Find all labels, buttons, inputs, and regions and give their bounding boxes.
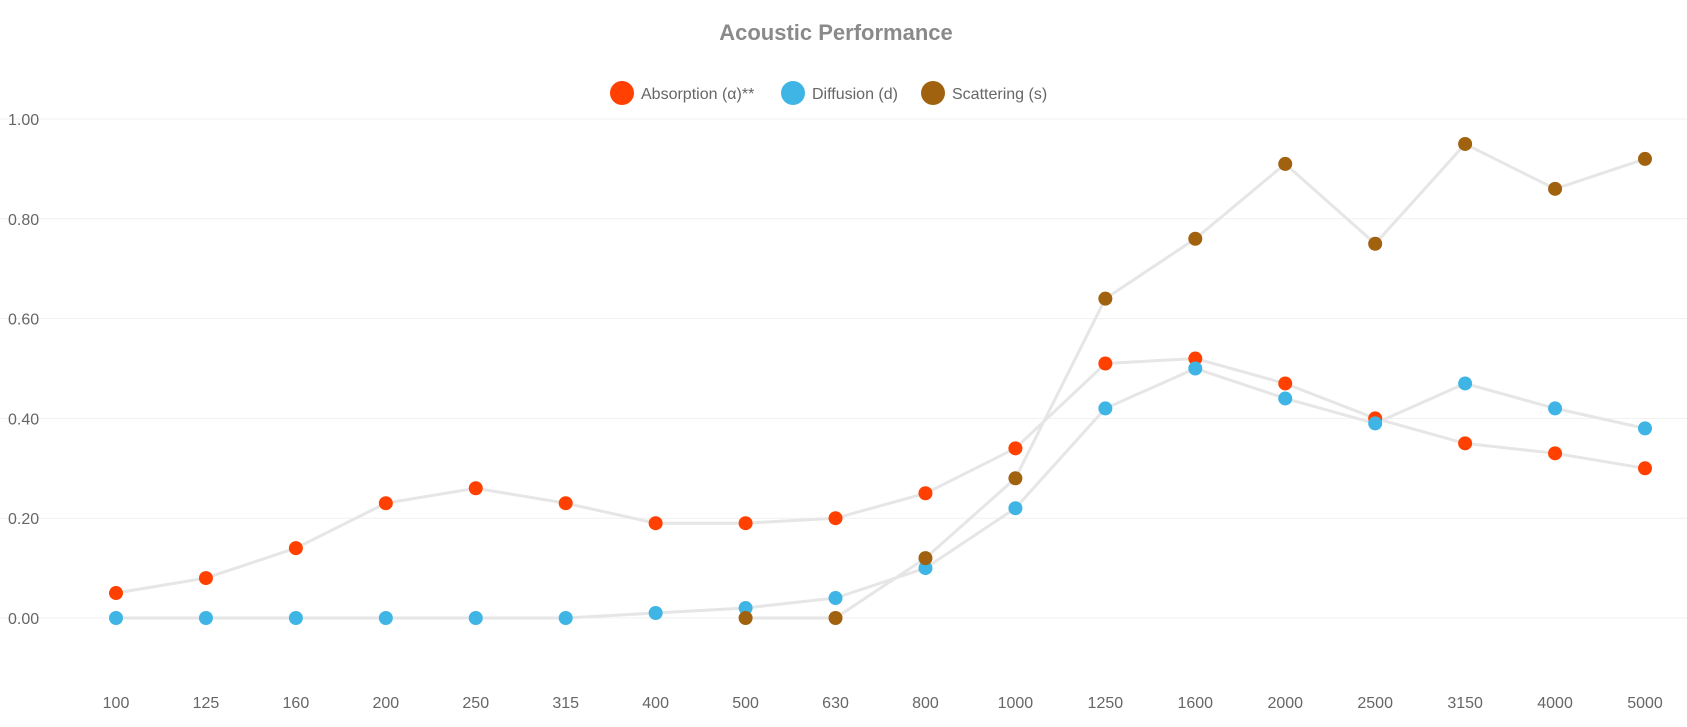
y-tick-label: 0.60 — [8, 312, 39, 329]
grid — [0, 118, 1687, 619]
legend-label: Absorption (α)** — [641, 86, 754, 103]
data-point[interactable] — [1458, 136, 1473, 151]
legend-marker — [610, 81, 634, 105]
x-tick-label: 100 — [103, 695, 130, 712]
data-point[interactable] — [648, 516, 663, 531]
data-point[interactable] — [378, 496, 393, 511]
data-point[interactable] — [109, 586, 123, 601]
series-line — [115, 356, 1646, 595]
legend-item[interactable]: Diffusion (d) — [781, 81, 898, 105]
data-point[interactable] — [828, 611, 843, 625]
legend-label: Scattering (s) — [952, 86, 1047, 103]
x-tick-label: 315 — [552, 695, 579, 712]
data-point[interactable] — [1548, 446, 1563, 461]
data-point[interactable] — [1368, 416, 1383, 431]
data-point[interactable] — [288, 541, 303, 556]
data-point[interactable] — [1008, 501, 1023, 516]
x-tick-label: 5000 — [1627, 695, 1663, 712]
data-point[interactable] — [1548, 181, 1563, 196]
data-point[interactable] — [918, 561, 933, 576]
x-tick-label: 500 — [732, 695, 759, 712]
x-tick-label: 400 — [642, 695, 669, 712]
data-point[interactable] — [1638, 151, 1652, 166]
x-tick-label: 1600 — [1177, 695, 1213, 712]
data-point[interactable] — [468, 611, 483, 625]
series-points — [109, 136, 1652, 625]
x-tick-label: 160 — [283, 695, 310, 712]
data-point[interactable] — [109, 611, 123, 625]
data-point[interactable] — [558, 611, 573, 625]
data-point[interactable] — [1008, 441, 1023, 456]
data-point[interactable] — [1278, 376, 1293, 391]
y-tick-label: 0.00 — [8, 611, 39, 628]
legend-item[interactable]: Scattering (s) — [921, 81, 1047, 105]
data-point[interactable] — [1008, 471, 1023, 486]
y-tick-label: 0.20 — [8, 511, 39, 528]
legend: Absorption (α)** Diffusion (d) Scattering … — [610, 81, 1047, 105]
data-point[interactable] — [828, 591, 843, 606]
y-tick-label: 1.00 — [8, 112, 39, 129]
data-point[interactable] — [378, 611, 393, 625]
y-tick-label: 0.80 — [8, 212, 39, 229]
legend-label: Diffusion (d) — [812, 86, 898, 103]
data-point[interactable] — [1458, 436, 1473, 451]
data-point[interactable] — [1458, 376, 1473, 391]
data-point[interactable] — [738, 601, 753, 616]
x-tick-label: 1250 — [1088, 695, 1124, 712]
data-point[interactable] — [558, 496, 573, 511]
data-point[interactable] — [738, 611, 753, 625]
data-point[interactable] — [468, 481, 483, 496]
data-point[interactable] — [738, 516, 753, 531]
data-point[interactable] — [288, 611, 303, 625]
series-line — [116, 366, 1646, 620]
x-tick-label: 2500 — [1357, 695, 1393, 712]
y-axis: 0.00 0.20 0.40 0.60 0.80 1.00 — [8, 112, 39, 628]
data-point[interactable] — [1188, 231, 1203, 246]
data-point[interactable] — [1548, 401, 1563, 416]
data-point[interactable] — [1638, 461, 1652, 476]
x-tick-label: 3150 — [1447, 695, 1483, 712]
data-point[interactable] — [1188, 361, 1203, 376]
x-tick-label: 200 — [372, 695, 399, 712]
data-point[interactable] — [828, 511, 843, 526]
series-line — [745, 142, 1646, 620]
x-axis: 100 125 160 200 250 315 400 500 630 800 1000 1250 16… — [103, 695, 1663, 712]
x-tick-label: 4000 — [1537, 695, 1573, 712]
x-tick-label: 125 — [193, 695, 220, 712]
y-tick-label: 0.40 — [8, 411, 39, 428]
x-tick-label: 800 — [912, 695, 939, 712]
chart-title: Acoustic Performance — [719, 20, 953, 45]
series-lines — [115, 142, 1646, 620]
data-point[interactable] — [1638, 421, 1652, 436]
data-point[interactable] — [1278, 156, 1293, 171]
data-point[interactable] — [1098, 356, 1113, 371]
data-point[interactable] — [198, 611, 213, 625]
legend-marker — [781, 81, 805, 105]
data-point[interactable] — [1188, 351, 1203, 366]
data-point[interactable] — [918, 551, 933, 566]
legend-item[interactable]: Absorption (α)** — [610, 81, 754, 105]
x-tick-label: 1000 — [998, 695, 1034, 712]
x-tick-label: 2000 — [1267, 695, 1303, 712]
data-point[interactable] — [1368, 236, 1383, 251]
legend-marker — [921, 81, 945, 105]
x-tick-label: 250 — [462, 695, 489, 712]
data-point[interactable] — [1098, 291, 1113, 306]
data-point[interactable] — [648, 606, 663, 621]
data-point[interactable] — [918, 486, 933, 501]
data-point[interactable] — [1098, 401, 1113, 416]
data-point[interactable] — [1278, 391, 1293, 406]
data-point[interactable] — [198, 571, 213, 586]
x-tick-label: 630 — [822, 695, 849, 712]
